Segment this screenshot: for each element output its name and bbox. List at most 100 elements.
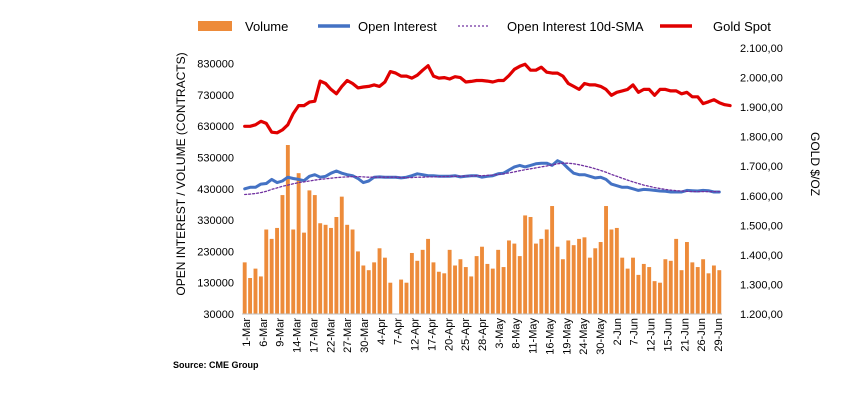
left-tick-label: 230000	[197, 246, 234, 258]
left-tick-label: 430000	[197, 184, 234, 196]
x-tick-label: 12-Jun	[646, 318, 658, 352]
right-tick-label: 1.900,00	[740, 102, 783, 114]
volume-bar	[302, 232, 306, 314]
volume-bar	[631, 257, 635, 314]
x-tick-label: 26-Jun	[696, 318, 708, 352]
volume-bar	[490, 268, 495, 314]
volume-bar	[399, 279, 404, 314]
volume-bar	[609, 229, 614, 314]
volume-bar	[539, 238, 544, 314]
volume-bar	[409, 252, 414, 314]
volume-bar	[587, 257, 592, 314]
left-tick-label: 530000	[197, 153, 234, 165]
volume-bar	[625, 268, 630, 314]
volume-bar	[420, 249, 425, 314]
volume-bar	[701, 259, 706, 314]
left-axis: 830000 730000 630000 530000 430000 330000 2300…	[197, 59, 234, 321]
x-tick-label: 22-Mar	[325, 318, 337, 353]
volume-bar	[636, 274, 641, 314]
volume-bar	[323, 224, 328, 314]
volume-bar	[269, 238, 274, 314]
volume-bar	[312, 195, 317, 314]
legend-swatch-volume	[198, 21, 232, 31]
legend-label: Open Interest	[358, 19, 437, 34]
x-tick-label: 6-Mar	[258, 318, 270, 347]
volume-bar	[517, 256, 522, 314]
open-interest-10d-sma-line	[244, 162, 720, 196]
volume-bar	[496, 249, 501, 314]
volume-bar	[652, 281, 657, 314]
right-tick-label: 2.000,00	[740, 73, 783, 85]
x-tick-label: 29-Jun	[713, 318, 725, 352]
volume-bar	[658, 282, 662, 314]
legend-label: Gold Spot	[713, 19, 771, 34]
volume-bar	[248, 278, 253, 314]
x-tick-label: 21-Jun	[679, 318, 691, 352]
right-tick-label: 1.200,00	[740, 309, 783, 321]
volume-bar	[339, 196, 344, 314]
volume-bar	[253, 268, 258, 314]
volume-bar	[334, 216, 339, 314]
volume-bar	[242, 262, 247, 314]
x-tick-label: 15-Jun	[662, 318, 674, 352]
volume-bar	[582, 237, 587, 314]
right-tick-label: 1.400,00	[740, 250, 783, 262]
open-interest-line	[243, 159, 721, 194]
volume-bar	[690, 262, 695, 314]
volume-bar	[620, 257, 625, 314]
gold-spot-line	[243, 62, 732, 135]
x-tick-label: 12-Apr	[410, 318, 422, 351]
volume-bar	[679, 270, 684, 314]
x-tick-label: 9-Mar	[275, 318, 287, 347]
volume-bar	[372, 262, 377, 314]
source-note: Source: CME Group	[173, 360, 259, 370]
volume-bar	[404, 282, 409, 314]
x-tick-label: 30-Mar	[359, 318, 371, 353]
x-tick-label: 8-May	[511, 318, 523, 349]
x-tick-label: 7-Apr	[393, 318, 405, 345]
x-tick-label: 2-Jun	[612, 318, 624, 346]
right-axis: 2.100,00 2.000,00 1.900,00 1.800,00 1.700,00…	[740, 43, 783, 321]
volume-bar	[366, 270, 371, 314]
volume-bar	[668, 260, 673, 314]
volume-bar	[674, 238, 679, 314]
volume-bar	[463, 267, 468, 314]
volume-bar	[453, 265, 457, 314]
volume-bar	[485, 263, 490, 314]
volume-bar	[350, 229, 355, 314]
x-tick-label: 20-Apr	[443, 318, 455, 351]
volume-bar	[264, 229, 269, 314]
volume-bar	[641, 263, 646, 314]
volume-bar	[291, 229, 296, 314]
volume-bar	[598, 242, 603, 314]
series-lines	[243, 62, 732, 196]
x-tick-label: 11-May	[528, 318, 540, 354]
volume-bar	[663, 259, 668, 314]
volume-bar	[258, 276, 263, 314]
volume-bar	[544, 229, 549, 314]
left-tick-label: 830000	[197, 59, 234, 71]
volume-bar	[431, 262, 436, 314]
volume-bar	[296, 173, 301, 314]
volume-bar	[512, 243, 517, 314]
right-tick-label: 2.100,00	[740, 43, 783, 55]
volume-bar	[507, 240, 511, 314]
left-tick-label: 630000	[197, 121, 234, 133]
x-tick-label: 4-Apr	[376, 318, 388, 345]
x-tick-label: 27-Mar	[342, 318, 354, 353]
volume-bar	[382, 257, 387, 314]
right-tick-label: 1.300,00	[740, 279, 783, 291]
volume-bar	[447, 249, 452, 314]
x-tick-label: 1-Mar	[241, 318, 253, 347]
x-tick-label: 16-May	[544, 318, 556, 355]
right-axis-title: GOLD $/OZ	[808, 132, 822, 196]
volume-bar	[469, 276, 474, 314]
volume-bar	[647, 267, 652, 314]
volume-bar	[458, 259, 463, 314]
left-tick-label: 330000	[197, 215, 234, 227]
volume-bar	[285, 145, 290, 314]
left-tick-label: 130000	[197, 278, 234, 290]
volume-bar	[577, 238, 582, 314]
volume-bar	[717, 270, 722, 314]
